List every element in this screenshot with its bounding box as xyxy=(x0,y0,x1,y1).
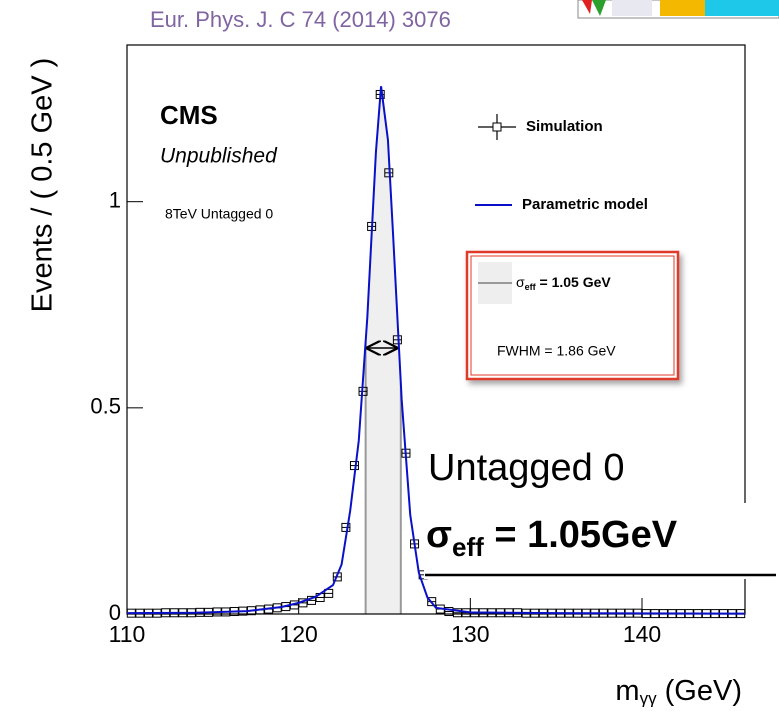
experiment-label: CMS xyxy=(160,100,218,130)
sigma-box-inner xyxy=(470,255,675,376)
sigma-box: σeff = 1.05 GeV FWHM = 1.86 GeV xyxy=(465,250,680,381)
big-sigma-symbol: σ xyxy=(426,514,452,556)
logo-piece xyxy=(705,0,779,16)
plot-frame xyxy=(126,44,746,615)
x-tick-label: 120 xyxy=(279,621,317,647)
data-point xyxy=(427,597,437,607)
category-label: 8TeV Untagged 0 xyxy=(165,206,273,222)
logo-piece xyxy=(660,0,705,16)
logo-piece xyxy=(582,0,592,14)
big-label: Untagged 0 xyxy=(428,447,625,489)
sigma-eff-region xyxy=(365,86,401,615)
header: Eur. Phys. J. C 74 (2014) 3076 xyxy=(150,7,451,32)
big-label-background xyxy=(424,503,779,579)
logo-piece xyxy=(592,0,606,16)
x-axis-title: mγγ (GeV) xyxy=(615,675,742,707)
x-tick-label: 140 xyxy=(623,621,661,647)
x-axis-title-sub: γγ xyxy=(640,689,658,707)
x-tick-label: 110 xyxy=(109,621,146,647)
logo xyxy=(577,0,779,19)
big-sigma-value: = 1.05GeV xyxy=(484,514,678,556)
x-axis-title-unit: (GeV) xyxy=(657,675,742,707)
status-label: Unpublished xyxy=(160,145,278,168)
legend-label: Simulation xyxy=(526,118,603,135)
data-point xyxy=(444,607,454,617)
legend-label: Parametric model xyxy=(522,196,648,213)
x-axis-title-main: m xyxy=(615,675,639,707)
sigma-legend-text: σeff = 1.05 GeV xyxy=(516,274,611,293)
data-point xyxy=(452,608,462,618)
y-tick-label: 1 xyxy=(109,187,121,212)
fwhm-text: FWHM = 1.86 GeV xyxy=(497,343,616,359)
sigma-value: = 1.05 GeV xyxy=(536,274,612,290)
x-tick-label: 130 xyxy=(451,621,489,647)
model-curve xyxy=(126,86,746,615)
sigma-sub: eff xyxy=(525,282,537,292)
big-sigma-sub: eff xyxy=(452,532,484,562)
plot-area xyxy=(126,44,746,619)
logo-piece xyxy=(612,0,652,16)
data-point xyxy=(324,588,334,598)
y-tick-label: 0 xyxy=(109,600,121,625)
sigma-symbol: σ xyxy=(516,274,525,290)
y-axis-title: Events / ( 0.5 GeV ) xyxy=(27,58,59,313)
y-tick-label: 0.5 xyxy=(90,394,121,419)
legend: Simulation Parametric model xyxy=(475,114,648,213)
big-sigma: σeff = 1.05GeV xyxy=(426,514,678,562)
legend-marker xyxy=(492,122,502,132)
